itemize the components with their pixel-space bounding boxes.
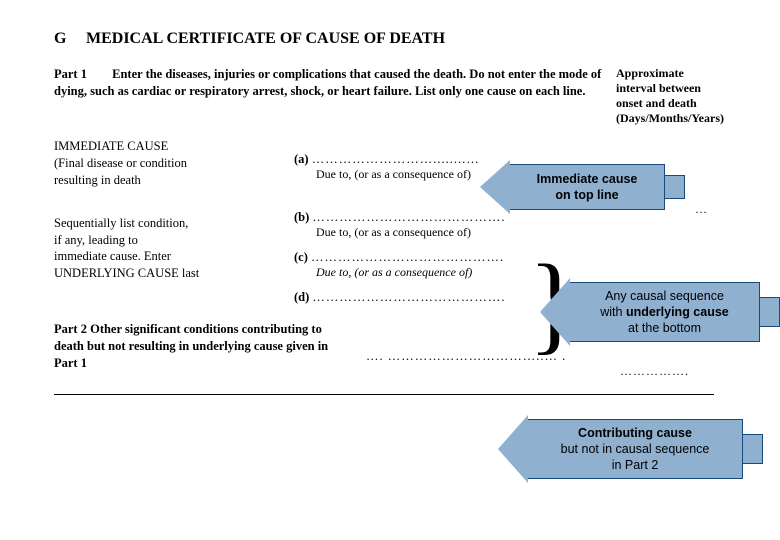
arrow-tail	[760, 297, 780, 327]
callout2-line3: at the bottom	[576, 320, 753, 336]
callout1-line2: on top line	[516, 187, 658, 203]
sequence-block: Sequentially list condition, if any, lea…	[54, 215, 294, 283]
arrow-left-icon	[540, 278, 570, 346]
arrow-left-icon	[480, 160, 510, 214]
section-letter: G	[54, 30, 82, 48]
callout-contributing-cause: Contributing cause but not in causal seq…	[498, 415, 763, 483]
line-d-dots: …………………………………….	[312, 290, 505, 304]
arrow-tail	[665, 175, 685, 199]
callout3-line1: Contributing cause	[534, 425, 736, 441]
seq2: if any, leading to	[54, 232, 294, 249]
certificate-page: G MEDICAL CERTIFICATE OF CAUSE OF DEATH …	[0, 0, 780, 540]
callout2-line2a: with	[600, 305, 626, 319]
line-b-due: Due to, (or as a consequence of)	[316, 225, 756, 240]
seq3: immediate cause. Enter	[54, 248, 294, 265]
callout2-line1: Any causal sequence	[576, 288, 753, 304]
approx-l1: Approximate	[616, 66, 756, 81]
line-b-dots: …………………………………….	[312, 210, 505, 224]
part1-label: Part 1	[54, 66, 109, 83]
part1-instruction: Part 1 Enter the diseases, injuries or c…	[54, 66, 602, 126]
arrow-tail	[743, 434, 763, 464]
part1-row: Part 1 Enter the diseases, injuries or c…	[54, 66, 756, 126]
callout-box: Immediate cause on top line	[510, 164, 665, 210]
line-d-label: (d)	[294, 290, 309, 304]
seq4: UNDERLYING CAUSE last	[54, 265, 294, 282]
part1-instruction-text: Enter the diseases, injuries or complica…	[54, 67, 601, 98]
callout2-line2: with underlying cause	[576, 304, 753, 320]
callout3-line3: in Part 2	[534, 457, 736, 473]
line-b: (b) ……………………………………. Due to, (or as a con…	[294, 210, 756, 240]
line-b-label: (b)	[294, 210, 309, 224]
part2-text: Part 2 Other significant conditions cont…	[54, 321, 354, 372]
immediate-cause-block: IMMEDIATE CAUSE (Final disease or condit…	[54, 138, 294, 189]
approx-l4: (Days/Months/Years)	[616, 111, 756, 126]
trailing-dots-1: …	[695, 202, 708, 217]
immediate-cause-sub1: (Final disease or condition	[54, 155, 294, 172]
callout-immediate-cause: Immediate cause on top line	[480, 160, 685, 214]
line-c-label: (c)	[294, 250, 308, 264]
line-a-label: (a)	[294, 152, 309, 166]
callout3-line2: but not in causal sequence	[534, 441, 736, 457]
callout-box: Any causal sequence with underlying caus…	[570, 282, 760, 342]
line-a-dots: ………………………........…	[312, 152, 480, 166]
section-header: G MEDICAL CERTIFICATE OF CAUSE OF DEATH	[54, 30, 756, 48]
arrow-left-icon	[498, 415, 528, 483]
callout2-line2b: underlying cause	[626, 305, 729, 319]
left-column: IMMEDIATE CAUSE (Final disease or condit…	[54, 138, 294, 311]
callout1-line1: Immediate cause	[516, 171, 658, 187]
approx-l2: interval between	[616, 81, 756, 96]
section-title: MEDICAL CERTIFICATE OF CAUSE OF DEATH	[86, 30, 445, 47]
seq1: Sequentially list condition,	[54, 215, 294, 232]
approx-l3: onset and death	[616, 96, 756, 111]
approx-interval-box: Approximate interval between onset and d…	[616, 66, 756, 126]
immediate-cause-sub2: resulting in death	[54, 172, 294, 189]
callout-box: Contributing cause but not in causal seq…	[528, 419, 743, 479]
immediate-cause-title: IMMEDIATE CAUSE	[54, 138, 294, 155]
line-c: (c) ……………………………………. Due to, (or as a con…	[294, 250, 756, 280]
bottom-rule	[54, 394, 714, 395]
line-c-dots: …………………………………….	[311, 250, 504, 264]
callout-causal-sequence: Any causal sequence with underlying caus…	[540, 278, 780, 346]
trailing-dots-2: …………….	[620, 364, 689, 379]
